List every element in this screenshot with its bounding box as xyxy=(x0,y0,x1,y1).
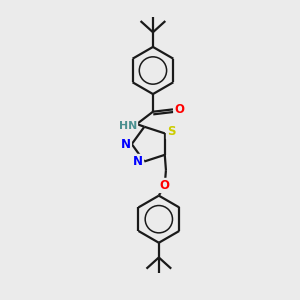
Text: HN: HN xyxy=(119,121,137,130)
Text: N: N xyxy=(133,155,143,168)
Text: O: O xyxy=(160,179,170,192)
Text: N: N xyxy=(121,138,131,151)
Text: S: S xyxy=(167,125,176,138)
Text: O: O xyxy=(174,103,184,116)
